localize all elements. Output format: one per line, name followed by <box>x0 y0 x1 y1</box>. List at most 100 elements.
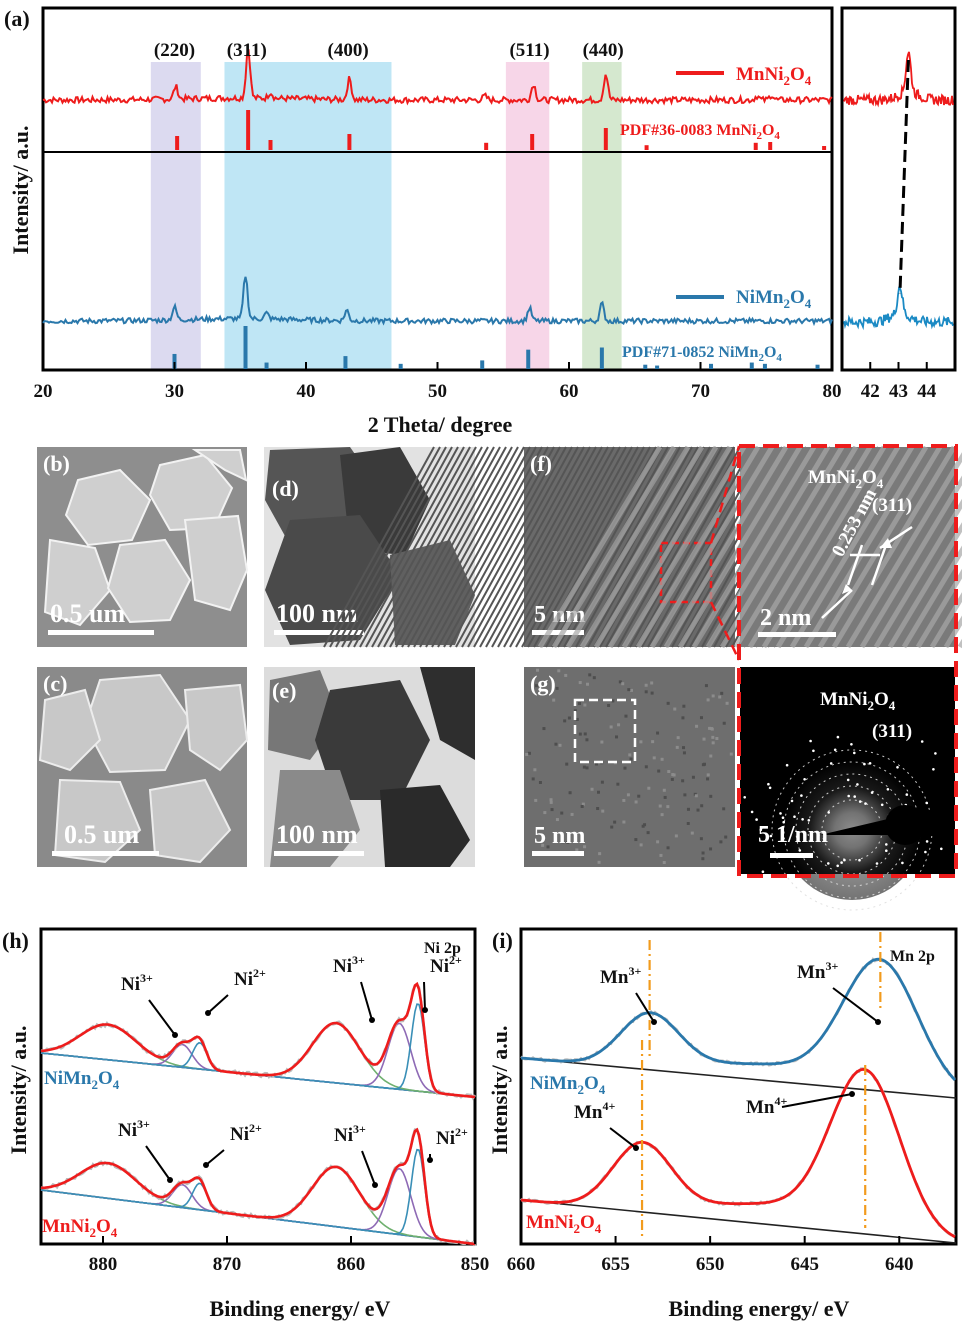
fringe-zoom-4 <box>593 445 719 649</box>
texture-g-4 <box>659 853 663 857</box>
amorphous-texture-g <box>525 668 733 865</box>
fringe-f-38 <box>551 446 663 648</box>
inset-tick-label-0: 42 <box>861 381 880 402</box>
texture-g-84 <box>709 794 713 798</box>
texture-g-141 <box>694 794 698 798</box>
scale-label-e: 100 nm <box>276 820 358 849</box>
texture-g-63 <box>611 699 615 703</box>
scale-bar-f <box>532 630 584 635</box>
texture-g-82 <box>585 766 589 770</box>
texture-g-111 <box>673 707 677 711</box>
texture-g-70 <box>627 688 631 692</box>
scale-bar-saed <box>770 853 813 858</box>
fringe-zoom-28 <box>929 592 962 649</box>
texture-g-80 <box>643 823 647 827</box>
texture-g-64 <box>622 820 626 824</box>
texture-g-51 <box>578 681 582 685</box>
saed-spot-3 <box>853 795 856 798</box>
ni-anno-tip-2 <box>369 1017 375 1023</box>
saed-spot-24 <box>847 794 850 798</box>
ref-label-mnni2o4: PDF#36-0083 MnNi2O4 <box>620 122 780 142</box>
scale-label-d: 100 nm <box>276 599 358 628</box>
xrd-tick-label-6: 80 <box>823 381 842 402</box>
inset-tick-label-2: 44 <box>917 381 937 402</box>
ni-fit-mnni2o4 <box>40 1127 476 1246</box>
xps-mn-ylabel: Intensity/ a.u. <box>487 1026 512 1155</box>
texture-g-14 <box>646 831 650 835</box>
mn-raw-nimn2o4 <box>520 957 956 1080</box>
saed-spot-52 <box>885 849 888 852</box>
mn-anno-arrow-3 <box>781 1093 853 1108</box>
ni-fit-nimn2o4 <box>40 981 476 1099</box>
texture-g-15 <box>686 821 690 825</box>
texture-g-133 <box>543 811 547 815</box>
texture-g-145 <box>656 840 660 844</box>
fringe-f-29 <box>497 446 609 648</box>
fringe-f-24 <box>467 446 579 648</box>
fringe-f-25 <box>473 446 585 648</box>
saed-spot-60 <box>798 849 802 852</box>
ni-tick-label-0: 880 <box>89 1254 118 1275</box>
texture-g-125 <box>613 820 617 824</box>
saed-spot-83 <box>925 801 928 805</box>
texture-g-115 <box>554 742 558 746</box>
texture-g-52 <box>561 840 565 844</box>
texture-g-136 <box>577 702 581 706</box>
ni-anno-tip-3 <box>422 1007 428 1013</box>
texture-g-78 <box>607 704 611 708</box>
legend-mnni2o4: MnNi2O4 <box>736 64 812 88</box>
texture-g-36 <box>647 786 651 790</box>
ni-anno-arrow-6 <box>361 1150 376 1186</box>
texture-g-112 <box>592 676 596 680</box>
ni-anno-tip-4 <box>167 1177 173 1183</box>
fringe-f-17 <box>425 446 537 648</box>
texture-g-107 <box>555 686 559 690</box>
texture-g-6 <box>720 691 724 695</box>
scale-label-saed: 5 1/nm <box>758 822 828 848</box>
mn-anno-label-2: Mn4+ <box>574 1099 616 1123</box>
texture-g-123 <box>568 791 572 795</box>
panel-label-g: (g) <box>530 671 556 696</box>
saed-spot-9 <box>743 796 746 799</box>
scale-bar-zoom <box>758 632 836 637</box>
texture-g-54 <box>644 765 648 769</box>
saed-spot-50 <box>875 862 879 865</box>
fringe-f-14 <box>407 446 519 648</box>
mn-tick-label-3: 645 <box>790 1254 819 1275</box>
texture-g-48 <box>662 788 666 792</box>
ni-anno-label-6: Ni3+ <box>334 1122 366 1146</box>
saed-spot-6 <box>934 752 937 755</box>
saed-spot-71 <box>843 858 846 862</box>
lattice-fringes-zoom <box>537 445 962 649</box>
saed-spot-37 <box>846 778 850 782</box>
texture-g-58 <box>600 740 604 744</box>
texture-g-47 <box>621 682 625 686</box>
texture-g-157 <box>700 804 704 808</box>
ni-anno-label-3: Ni2+ <box>430 953 462 977</box>
fringe-f-32 <box>515 446 627 648</box>
ni-anno-label-5: Ni2+ <box>230 1121 262 1145</box>
mn-fit-mnni2o4 <box>520 1067 956 1239</box>
saed-spot-20 <box>827 811 830 814</box>
texture-g-12 <box>616 782 620 786</box>
zoom-frame <box>737 444 958 878</box>
fringe-zoom-11 <box>691 445 817 649</box>
texture-g-109 <box>729 752 733 756</box>
texture-g-44 <box>527 751 531 755</box>
saed-spot-22 <box>864 802 867 805</box>
texture-g-38 <box>586 682 590 686</box>
texture-g-148 <box>570 812 574 816</box>
texture-g-74 <box>598 852 602 856</box>
fringe-zoom-27 <box>915 568 962 649</box>
texture-g-50 <box>658 804 662 808</box>
sem-grains-b <box>43 449 249 627</box>
fringe-zoom-14 <box>733 445 859 649</box>
texture-g-73 <box>597 860 601 864</box>
ni-anno-label-1: Ni2+ <box>234 966 266 990</box>
mn-anno-tip-1 <box>875 1019 881 1025</box>
fringe-f-26 <box>479 446 591 648</box>
saed-spot-23 <box>840 861 843 864</box>
fringe-zoom-18 <box>789 445 915 649</box>
fringe-f-1 <box>329 446 441 648</box>
mn-anno-arrow-0 <box>635 992 655 1023</box>
